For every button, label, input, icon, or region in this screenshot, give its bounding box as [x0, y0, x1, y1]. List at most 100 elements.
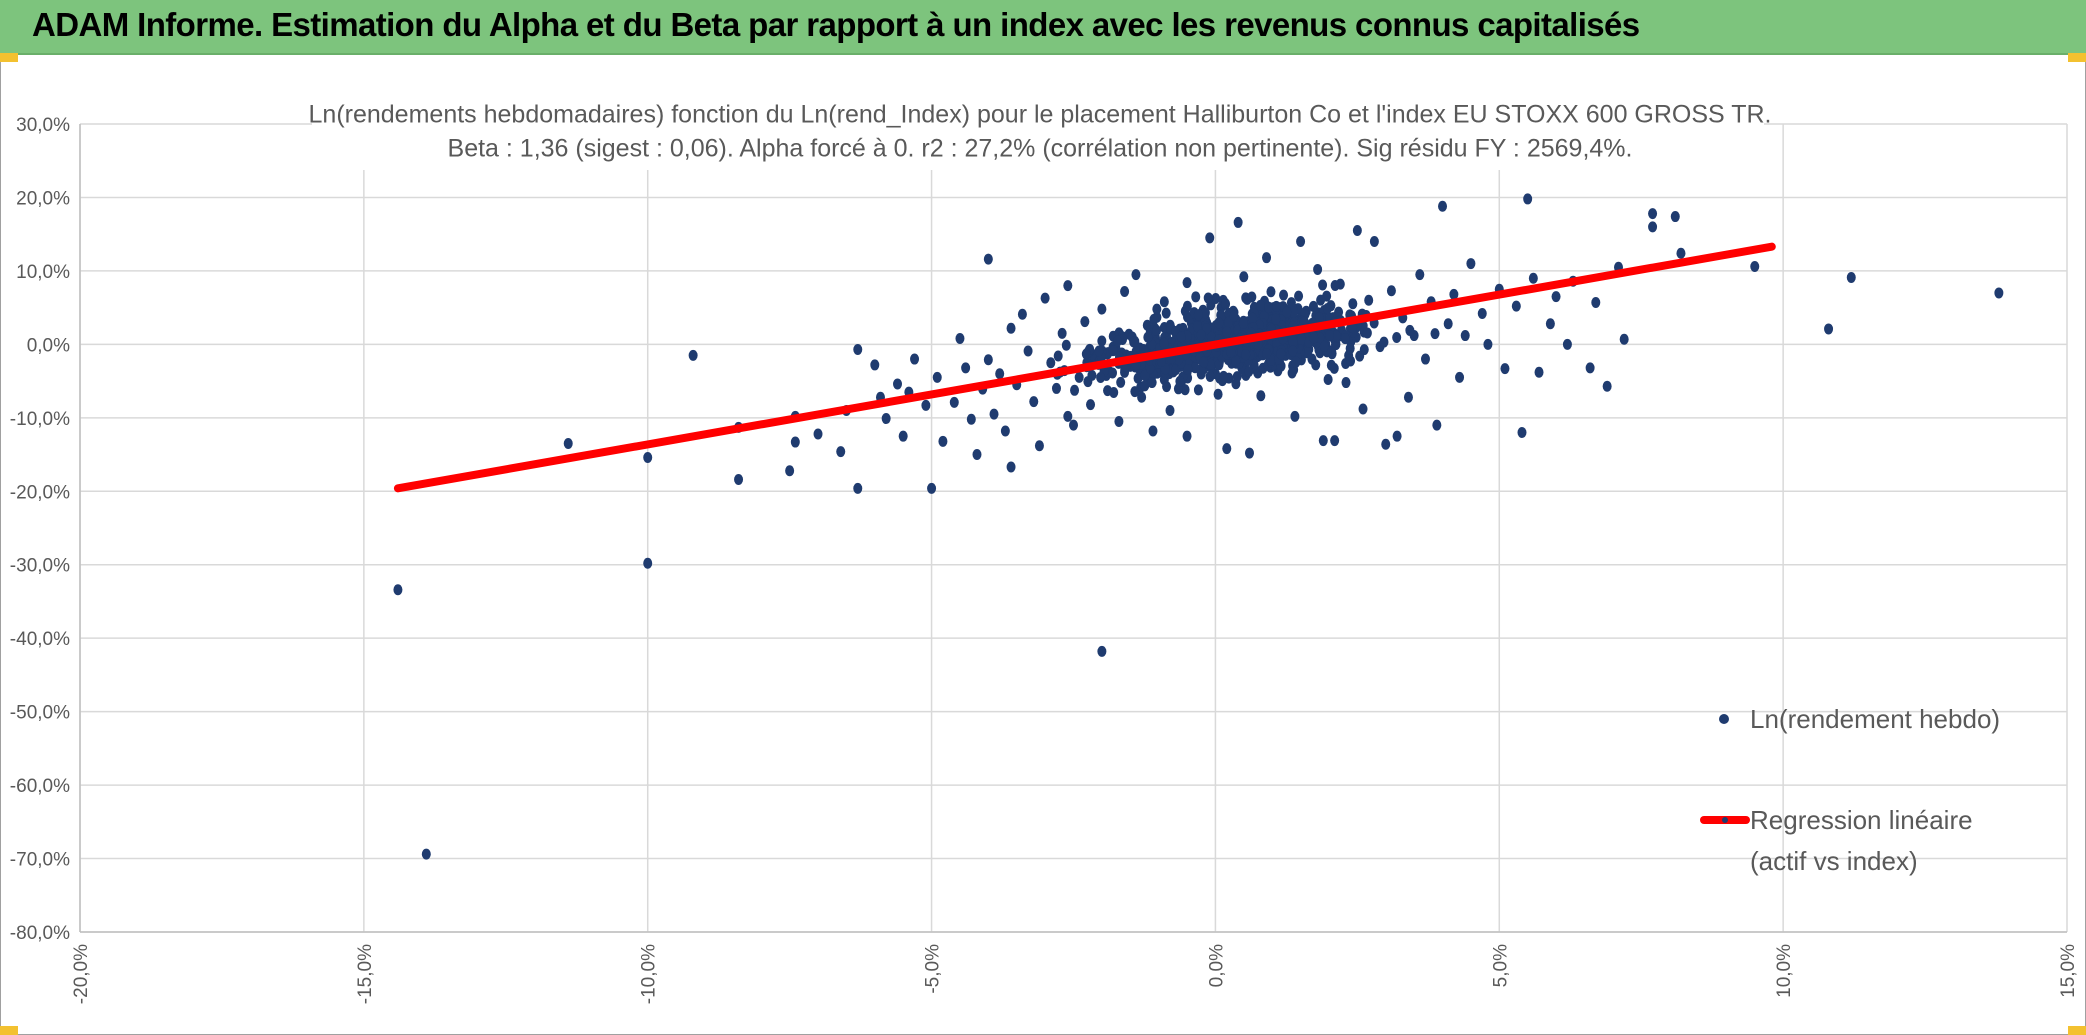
scatter-points	[393, 193, 2004, 860]
data-point	[921, 399, 931, 411]
data-point	[1824, 323, 1834, 335]
data-point	[1528, 272, 1538, 284]
data-point	[1109, 386, 1119, 398]
data-point	[1323, 303, 1333, 315]
data-point	[932, 371, 942, 383]
y-tick-label: -60,0%	[10, 776, 70, 797]
data-point	[1129, 336, 1139, 348]
corner-marker-bottom-left	[0, 1026, 18, 1035]
data-point	[1096, 371, 1106, 383]
data-point	[1070, 384, 1080, 396]
data-point	[1221, 298, 1231, 310]
data-point	[1130, 386, 1140, 398]
y-tick-label: -20,0%	[10, 482, 70, 503]
legend: Ln(rendement hebdo) Regression linéaire …	[1700, 704, 2000, 876]
data-point	[1203, 292, 1213, 304]
data-point	[1159, 337, 1169, 349]
data-point	[1534, 366, 1544, 378]
data-point	[1244, 366, 1254, 378]
data-point	[1034, 440, 1044, 452]
title-backdrop	[312, 100, 1764, 170]
data-point	[995, 368, 1005, 380]
x-tick-label: -10,0%	[639, 944, 660, 1004]
data-point	[1331, 330, 1341, 342]
y-axis-ticks: 30,0% 20,0% 10,0% 0,0% -10,0% -20,0% -30,0% -40…	[10, 115, 70, 944]
data-point	[1222, 326, 1232, 338]
data-point	[836, 446, 846, 458]
data-point	[1386, 285, 1396, 297]
data-point	[1113, 335, 1123, 347]
data-point	[643, 451, 653, 463]
regression-line	[393, 242, 1776, 493]
data-point	[949, 396, 959, 408]
data-point	[1466, 258, 1476, 270]
data-point	[421, 848, 431, 860]
data-point	[1239, 271, 1249, 283]
data-point	[1670, 211, 1680, 223]
corner-marker-top-right	[2068, 53, 2086, 62]
data-point	[1994, 287, 2004, 299]
y-tick-label: 0,0%	[27, 335, 70, 356]
data-point	[1152, 303, 1162, 315]
data-point	[989, 408, 999, 420]
data-point	[966, 413, 976, 425]
data-point	[1291, 356, 1301, 368]
data-point	[910, 353, 920, 365]
y-tick-label: 10,0%	[16, 262, 70, 283]
data-point	[1648, 208, 1658, 220]
data-point	[1116, 376, 1126, 388]
data-point	[1443, 318, 1453, 330]
data-point	[1255, 299, 1265, 311]
data-point	[1162, 381, 1172, 393]
chart-title: Ln(rendements hebdomadaires) fonction du…	[309, 101, 1772, 129]
data-point	[1214, 359, 1224, 371]
data-point	[1006, 322, 1016, 334]
x-tick-label: -5,0%	[923, 944, 944, 994]
data-point	[1420, 353, 1430, 365]
data-point	[1063, 410, 1073, 422]
data-point	[1562, 338, 1572, 350]
x-tick-label: 10,0%	[1774, 944, 1795, 998]
regression-line-segment	[393, 242, 1776, 493]
header-bar: ADAM Informe. Estimation du Alpha et du …	[0, 0, 2086, 55]
data-point	[955, 332, 965, 344]
data-point	[1318, 279, 1328, 291]
data-point	[1415, 269, 1425, 281]
data-point	[1017, 308, 1027, 320]
data-point	[853, 344, 863, 356]
corner-marker-top-left	[0, 53, 18, 62]
data-point	[1264, 301, 1274, 313]
data-point	[1083, 376, 1093, 388]
y-tick-label: -10,0%	[10, 409, 70, 430]
data-point	[393, 584, 403, 596]
data-point	[1405, 324, 1415, 336]
x-tick-label: 15,0%	[2058, 944, 2079, 998]
data-point	[1140, 369, 1150, 381]
data-point	[1290, 410, 1300, 422]
data-point	[1619, 333, 1629, 345]
data-point	[1334, 306, 1344, 318]
data-point	[983, 253, 993, 265]
data-point	[1137, 391, 1147, 403]
data-point	[1287, 367, 1297, 379]
data-point	[1133, 372, 1143, 384]
data-point	[1140, 380, 1150, 392]
y-tick-label: 30,0%	[16, 115, 70, 136]
data-point	[1324, 330, 1334, 342]
data-point	[1193, 384, 1203, 396]
data-point	[1266, 286, 1276, 298]
data-point	[1247, 291, 1257, 303]
data-point	[1205, 232, 1215, 244]
legend-marker-points	[1719, 714, 1729, 724]
data-point	[1120, 285, 1130, 297]
data-point	[1262, 348, 1272, 360]
data-point	[1358, 403, 1368, 415]
data-point	[1455, 371, 1465, 383]
y-tick-label: -50,0%	[10, 703, 70, 724]
data-point	[1226, 346, 1236, 358]
data-point	[1392, 430, 1402, 442]
data-point	[1316, 294, 1326, 306]
data-point	[1330, 435, 1340, 447]
